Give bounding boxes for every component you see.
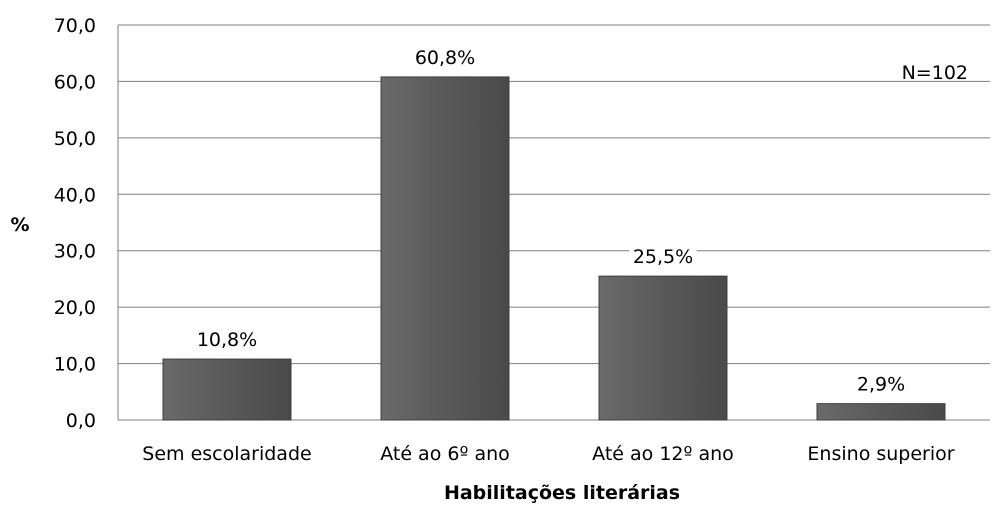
y-tick-labels: 0,0 10,0 20,0 30,0 40,0 50,0 60,0 70,0 — [54, 15, 96, 432]
bar — [380, 76, 510, 421]
bar — [598, 275, 728, 421]
y-tick-label: 10,0 — [54, 354, 96, 376]
sample-size-annotation: N=102 — [902, 62, 968, 84]
y-tick-label: 50,0 — [54, 128, 96, 150]
data-labels: 10,8% 60,8% 25,5% 2,9% — [193, 43, 909, 397]
category-label: Até ao 12º ano — [592, 443, 734, 465]
y-axis-title: % — [10, 214, 29, 236]
category-labels: Sem escolaridade Até ao 6º ano Até ao 12º … — [142, 443, 954, 465]
bars — [162, 76, 946, 421]
data-label: 2,9% — [857, 374, 905, 396]
data-label: 10,8% — [197, 329, 257, 351]
data-label-background — [411, 43, 479, 70]
category-label: Até ao 6º ano — [380, 443, 510, 465]
bar — [162, 358, 292, 421]
y-tick-label: 40,0 — [54, 184, 96, 206]
y-tick-label: 20,0 — [54, 297, 96, 319]
category-label: Sem escolaridade — [142, 443, 311, 465]
y-tick-label: 60,0 — [54, 71, 96, 93]
data-label-background — [193, 326, 261, 353]
data-label-background — [629, 243, 697, 270]
y-tick-label: 70,0 — [54, 15, 96, 37]
x-axis-title: Habilitações literárias — [444, 482, 680, 504]
data-label: 60,8% — [415, 47, 475, 69]
y-tick-label: 0,0 — [66, 410, 96, 432]
data-label: 25,5% — [633, 246, 693, 268]
bar — [816, 403, 946, 421]
category-label: Ensino superior — [807, 443, 954, 465]
data-label-background — [853, 370, 909, 397]
y-tick-label: 30,0 — [54, 241, 96, 263]
